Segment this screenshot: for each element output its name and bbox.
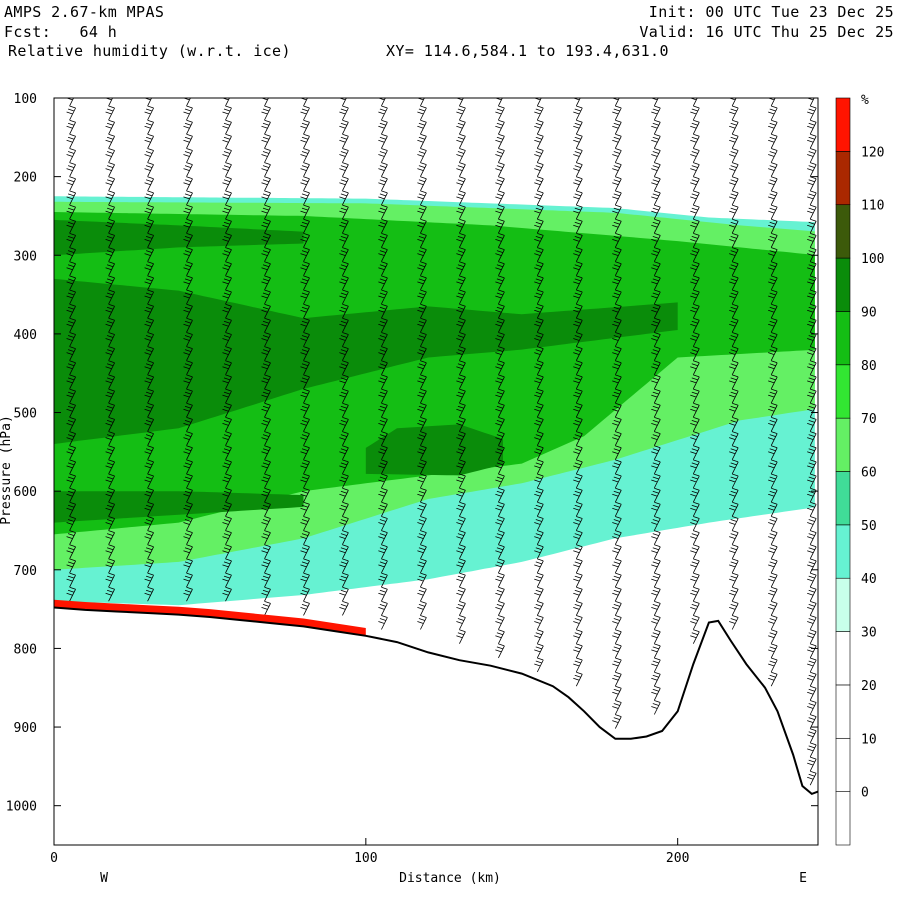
colorbar-swatch [835,364,851,419]
x-tick-label: 200 [666,851,689,866]
wind-barb-column [573,98,583,687]
y-tick-label: 500 [14,407,37,422]
rh-band-80-2 [54,212,815,535]
colorbar-label: 0 [861,786,869,801]
wind-barb-column [768,98,778,687]
wind-barb-column [300,98,310,616]
wind-barb-column [612,98,622,729]
x-tick-label: 0 [50,851,58,866]
rh-band-90-3 [54,278,678,444]
colorbar-label: 30 [861,626,877,641]
wind-barb-column [534,98,544,673]
colorbar-label: 100 [861,252,884,267]
wind-barb-column [417,98,427,630]
y-tick-label: 900 [14,721,37,736]
y-tick-label: 600 [14,485,37,500]
colorbar-label: 90 [861,305,877,320]
colorbar-label: 40 [861,572,877,587]
wind-barb-column [261,98,271,616]
colorbar-swatch [835,97,851,152]
wind-barb-column [456,98,466,644]
colorbar-unit: % [861,93,869,108]
wind-barb-column [183,98,193,602]
colorbar-swatch [835,737,851,792]
wind-barb-column [105,98,115,602]
y-tick-label: 1000 [6,800,37,815]
colorbar-label: 80 [861,359,877,374]
y-axis-title: Pressure (hPa) [0,415,14,525]
wind-barb-column [729,98,739,630]
colorbar-swatch [835,791,851,846]
wind-barb-column [144,98,154,602]
header-forecast: Fcst: 64 h [4,23,118,41]
colorbar-swatch [835,524,851,579]
header-xy-range: XY= 114.6,584.1 to 193.4,631.0 [386,42,669,60]
colorbar-swatch [835,417,851,472]
y-tick-label: 100 [14,92,37,107]
colorbar-swatch [835,577,851,632]
colorbar-swatch [835,631,851,686]
terrain-line [54,606,818,796]
y-tick-label: 400 [14,328,37,343]
colorbar-swatch [835,257,851,312]
header-init: Init: 00 UTC Tue 23 Dec 25 [648,3,894,21]
wind-barb-column [378,98,388,630]
x-label-east: E [799,871,807,886]
colorbar-swatch [835,151,851,206]
header-valid: Valid: 16 UTC Thu 25 Dec 25 [639,23,894,41]
colorbar-swatch [835,684,851,739]
wind-barb-column [66,98,76,602]
wind-barb-column [807,98,817,786]
rh-band-90-6 [54,219,304,256]
rh-band-90-4 [54,491,304,523]
colorbar-label: 60 [861,466,877,481]
colorbar-label: 120 [861,145,884,160]
colorbar-label: 50 [861,519,877,534]
surface-saturation-strip [54,599,366,636]
y-tick-label: 700 [14,564,37,579]
wind-barb-column [690,98,700,644]
y-tick-label: 200 [14,171,37,186]
wind-barb-column [651,98,661,715]
x-tick-label: 100 [354,851,377,866]
colorbar-swatch [835,204,851,259]
colorbar-label: 110 [861,199,884,214]
header-field: Relative humidity (w.r.t. ice) [8,42,291,60]
wind-barb-column [339,98,349,616]
colorbar-label: 70 [861,412,877,427]
colorbar-swatch [835,311,851,366]
wind-barb-column [495,98,505,659]
y-tick-label: 300 [14,249,37,264]
colorbar-label: 10 [861,732,877,747]
terrain-underground [54,607,818,845]
colorbar-swatch [835,471,851,526]
wind-barb-column [222,98,232,602]
plot-frame [53,97,819,846]
x-label-west: W [100,871,108,886]
header-model: AMPS 2.67-km MPAS [4,3,165,21]
y-tick-label: 800 [14,642,37,657]
colorbar-label: 20 [861,679,877,694]
x-axis-title: Distance (km) [399,871,501,886]
rh-band-90-5 [365,424,503,476]
